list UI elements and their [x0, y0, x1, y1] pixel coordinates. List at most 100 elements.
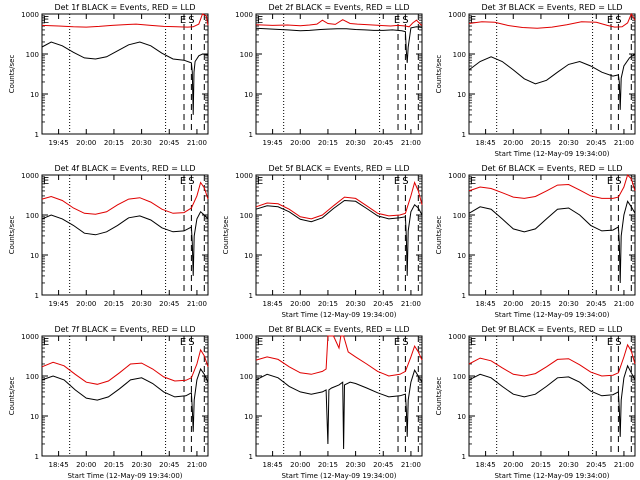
- y-tick-label: 1000: [448, 172, 466, 180]
- y-tick-label: 10: [30, 252, 39, 260]
- event-marker-s: S: [402, 176, 408, 187]
- x-tick-label: 20:15: [318, 139, 338, 147]
- plot-frame: [41, 13, 209, 135]
- y-tick-label: 1000: [448, 11, 466, 19]
- y-tick-label: 1: [249, 131, 253, 139]
- y-tick-label: 1000: [21, 172, 39, 180]
- x-tick-label: 21:00: [401, 461, 421, 469]
- y-tick-label: 1000: [235, 333, 253, 341]
- y-tick-label: 1000: [21, 333, 39, 341]
- series-line-events: [41, 367, 209, 432]
- y-axis-label: Counts/sec: [8, 55, 16, 94]
- series-line-lld: [41, 13, 209, 28]
- event-marker-left-e: E: [257, 15, 263, 26]
- series-line-lld: [41, 181, 209, 215]
- panel-det-7: Det 7f BLACK = Events, RED = LLD 1 10 100 10…: [8, 325, 209, 480]
- x-axis-label: Start Time (12-May-09 19:34:00): [494, 472, 609, 480]
- y-tick-label: 100: [453, 212, 466, 220]
- y-tick-label: 1000: [448, 333, 466, 341]
- x-tick-label: 18:45: [263, 461, 283, 469]
- chart-title: Det 4f BLACK = Events, RED = LLD: [54, 164, 195, 173]
- chart-title: Det 9f BLACK = Events, RED = LLD: [481, 325, 622, 334]
- y-axis-label: Counts/sec: [435, 55, 443, 94]
- x-tick-label: 20:30: [559, 139, 579, 147]
- x-tick-label: 21:00: [187, 139, 207, 147]
- event-marker-left-e: E: [257, 176, 263, 187]
- event-marker-s: S: [615, 337, 621, 348]
- y-tick-label: 10: [244, 91, 253, 99]
- x-tick-label: 20:30: [132, 139, 152, 147]
- x-tick-label: 20:30: [559, 461, 579, 469]
- y-tick-label: 100: [26, 373, 39, 381]
- x-tick-label: 20:00: [290, 139, 310, 147]
- x-tick-label: 20:15: [104, 461, 124, 469]
- x-tick-label: 20:00: [76, 139, 96, 147]
- y-axis-label: Counts/sec: [435, 377, 443, 416]
- y-tick-label: 1: [35, 292, 39, 300]
- x-tick-label: 20:00: [76, 300, 96, 308]
- y-tick-label: 10: [457, 91, 466, 99]
- x-tick-label: 20:45: [586, 461, 606, 469]
- x-axis-label: Start Time (12-May-09 19:34:00): [281, 311, 396, 319]
- x-tick-label: 18:45: [476, 461, 496, 469]
- x-tick-label: 21:00: [614, 139, 634, 147]
- panel-det-6: Det 6f BLACK = Events, RED = LLD 1 10 100 10…: [435, 164, 636, 319]
- y-axis-label: Counts/sec: [8, 216, 16, 255]
- event-marker-s: S: [615, 15, 621, 26]
- chart-title: Det 2f BLACK = Events, RED = LLD: [268, 3, 409, 12]
- x-tick-label: 19:45: [49, 139, 69, 147]
- x-axis-label: Start Time (12-May-09 19:34:00): [494, 150, 609, 158]
- y-tick-label: 100: [26, 51, 39, 59]
- x-axis-label: Start Time (12-May-09 19:34:00): [67, 472, 182, 480]
- y-tick-label: 1000: [235, 11, 253, 19]
- chart-title: Det 5f BLACK = Events, RED = LLD: [268, 164, 409, 173]
- panel-det-8: Det 8f BLACK = Events, RED = LLD 1 10 100 10…: [235, 325, 423, 480]
- x-tick-label: 20:30: [132, 461, 152, 469]
- event-marker-left-e: E: [257, 337, 263, 348]
- series-line-lld: [468, 174, 636, 199]
- event-marker-left-e: E: [470, 15, 476, 26]
- x-tick-label: 20:45: [159, 461, 179, 469]
- series-line-lld: [255, 181, 423, 220]
- panel-det-9: Det 9f BLACK = Events, RED = LLD 1 10 100 10…: [435, 325, 636, 480]
- y-tick-label: 1: [249, 292, 253, 300]
- y-tick-label: 100: [453, 373, 466, 381]
- panel-det-5: Det 5f BLACK = Events, RED = LLD 1 10 100 10…: [222, 164, 423, 319]
- chart-title: Det 1f BLACK = Events, RED = LLD: [54, 3, 195, 12]
- y-axis-label: Counts/sec: [8, 377, 16, 416]
- event-marker-left-e: E: [470, 337, 476, 348]
- x-tick-label: 18:45: [263, 300, 283, 308]
- series-line-events: [41, 41, 209, 115]
- series-line-lld: [41, 348, 209, 385]
- event-marker-e: E: [607, 15, 613, 26]
- event-marker-left-e: E: [43, 15, 49, 26]
- x-tick-label: 20:45: [373, 300, 393, 308]
- x-tick-label: 20:15: [318, 300, 338, 308]
- event-marker-e: E: [180, 15, 186, 26]
- plot-frame: [255, 335, 423, 457]
- event-marker-s: S: [402, 15, 408, 26]
- x-tick-label: 20:00: [290, 300, 310, 308]
- y-tick-label: 1: [35, 453, 39, 461]
- event-marker-e: E: [394, 337, 400, 348]
- chart-title: Det 6f BLACK = Events, RED = LLD: [481, 164, 622, 173]
- event-marker-s: S: [188, 176, 194, 187]
- event-marker-left-e: E: [43, 337, 49, 348]
- x-tick-label: 20:15: [531, 139, 551, 147]
- x-tick-label: 21:00: [401, 300, 421, 308]
- series-line-lld: [255, 335, 423, 377]
- y-tick-label: 100: [26, 212, 39, 220]
- y-tick-label: 10: [30, 91, 39, 99]
- x-tick-label: 20:15: [531, 300, 551, 308]
- y-tick-label: 10: [457, 413, 466, 421]
- x-tick-label: 21:00: [614, 461, 634, 469]
- x-tick-label: 20:00: [290, 461, 310, 469]
- y-tick-label: 10: [457, 252, 466, 260]
- y-tick-label: 100: [240, 212, 253, 220]
- plot-frame: [468, 13, 636, 135]
- x-tick-label: 20:45: [159, 139, 179, 147]
- chart-title: Det 3f BLACK = Events, RED = LLD: [481, 3, 622, 12]
- x-tick-label: 20:45: [373, 461, 393, 469]
- panel-det-4: Det 4f BLACK = Events, RED = LLD 1 10 100 10…: [8, 164, 209, 308]
